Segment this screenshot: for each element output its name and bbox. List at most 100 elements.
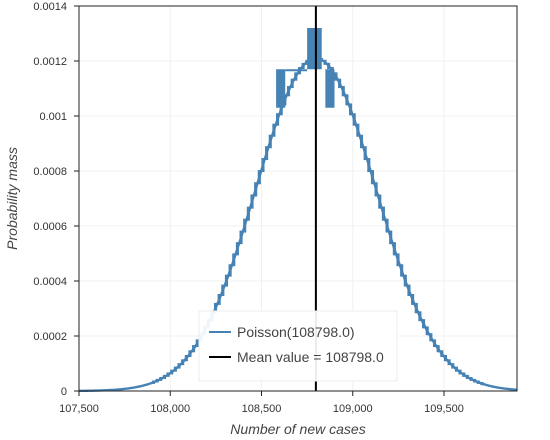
poisson-step-segment [170, 369, 174, 375]
poisson-step-segment [407, 284, 411, 297]
poisson-step-segment [235, 242, 239, 256]
poisson-step-segment [181, 359, 185, 366]
poisson-step-segment [224, 274, 229, 287]
poisson-step-segment [188, 350, 192, 358]
poisson-step-segment [279, 103, 283, 116]
poisson-step-segment [429, 333, 433, 342]
y-axis-ticks: 0 0.0002 0.0004 0.0006 0.0008 0.001 0.0012 0.00… [33, 1, 79, 398]
poisson-step-segment [286, 86, 291, 97]
poisson-step-segment [381, 206, 385, 221]
poisson-step-segment [345, 94, 349, 106]
poisson-step-segment [173, 366, 177, 372]
poisson-step-segment [414, 302, 418, 314]
poisson-step-segment [469, 377, 473, 381]
poisson-step-segment [425, 326, 429, 336]
poisson-step-segment [440, 350, 444, 358]
poisson-step-segment [473, 378, 477, 383]
y-tick-label: 0.0008 [33, 166, 67, 178]
poisson-step-segment [349, 103, 353, 116]
poisson-step-segment [352, 113, 356, 126]
poisson-step-segment [432, 339, 437, 348]
poisson-step-segment [392, 242, 396, 256]
poisson-step-segment [213, 302, 218, 314]
poisson-step-segment [418, 311, 422, 322]
y-tick-label: 0 [61, 386, 67, 398]
poisson-series [78, 28, 518, 393]
plot-frame [78, 5, 518, 392]
y-tick-label: 0.0014 [33, 1, 67, 13]
poisson-step-segment [403, 274, 407, 287]
x-tick-label: 108,000 [150, 403, 190, 415]
legend-label-mean: Mean value = 108798.0 [237, 349, 384, 365]
y-tick-label: 0.0006 [33, 221, 67, 233]
poisson-step-segment [480, 381, 484, 386]
poisson-step-segment [443, 355, 448, 362]
poisson-step-segment [243, 218, 247, 233]
poisson-step-segment [374, 182, 378, 197]
poisson-peak-band [307, 28, 317, 70]
x-tick-label: 107,500 [59, 403, 99, 415]
poisson-step-segment [378, 194, 382, 209]
poisson-step-segment [239, 230, 243, 245]
poisson-peak-band [276, 69, 286, 108]
poisson-step-segment [476, 380, 480, 384]
poisson-step-segment [192, 345, 196, 353]
poisson-step-segment [250, 194, 254, 209]
poisson-step-segment [363, 146, 367, 161]
poisson-step-segment [341, 86, 345, 97]
poisson-step-segment [217, 294, 221, 305]
x-axis-title: Number of new cases [230, 421, 365, 437]
poisson-step-segment [195, 339, 199, 348]
legend-label-poisson: Poisson(108798.0) [237, 324, 355, 340]
x-axis-ticks: 107,500 108,000 108,500 109,000 109,500 [59, 391, 464, 415]
poisson-step-segment [451, 363, 455, 369]
poisson-step-segment [162, 374, 166, 380]
y-tick-label: 0.001 [39, 111, 67, 123]
poisson-step-segment [290, 78, 294, 89]
legend: Poisson(108798.0) Mean value = 108798.0 [198, 310, 398, 382]
legend-box [198, 310, 398, 382]
y-tick-label: 0.0002 [33, 331, 67, 343]
poisson-step-segment [389, 230, 393, 245]
poisson-step-segment [151, 380, 156, 384]
x-tick-label: 109,000 [333, 403, 373, 415]
poisson-step-segment [246, 206, 250, 221]
poisson-step-segment [232, 253, 236, 267]
poisson-step-segment [323, 59, 327, 65]
poisson-step-segment [166, 372, 170, 377]
poisson-step-segment [396, 253, 400, 267]
poisson-step-segment [447, 359, 451, 366]
poisson-step-segment [367, 158, 371, 173]
poisson-step-segment [385, 218, 389, 233]
poisson-step-segment [327, 62, 331, 70]
poisson-step-segment [411, 294, 415, 305]
poisson-step-segment [301, 62, 305, 70]
poisson-step-segment [462, 372, 466, 377]
poisson-peak-band [285, 69, 308, 72]
poisson-step-segment [276, 113, 280, 126]
y-axis-title: Probability mass [4, 147, 20, 250]
poisson-step-segment [254, 182, 258, 197]
poisson-step-segment [177, 363, 181, 369]
poisson-step-segment [454, 366, 458, 372]
poisson-step-segment [184, 355, 188, 362]
poisson-step-segment [370, 170, 375, 185]
poisson-step-segment [159, 377, 163, 381]
poisson-step-segment [436, 345, 440, 353]
poisson-step-segment [305, 59, 309, 65]
poisson-step-segment [400, 264, 404, 277]
poisson-peak-band [325, 69, 335, 108]
x-tick-label: 109,500 [424, 403, 464, 415]
poisson-step-segment [465, 374, 469, 380]
poisson-step-segment [422, 319, 426, 329]
y-tick-label: 0.0004 [33, 276, 67, 288]
poisson-step-segment [268, 134, 272, 149]
y-tick-label: 0.0012 [33, 56, 67, 68]
poisson-step-segment [458, 369, 462, 375]
x-tick-label: 108,500 [242, 403, 282, 415]
poisson-step-segment [356, 123, 360, 137]
grid [78, 5, 517, 392]
poisson-step-segment [261, 158, 265, 173]
poisson-step-segment [338, 78, 342, 89]
poisson-step-segment [294, 72, 298, 81]
